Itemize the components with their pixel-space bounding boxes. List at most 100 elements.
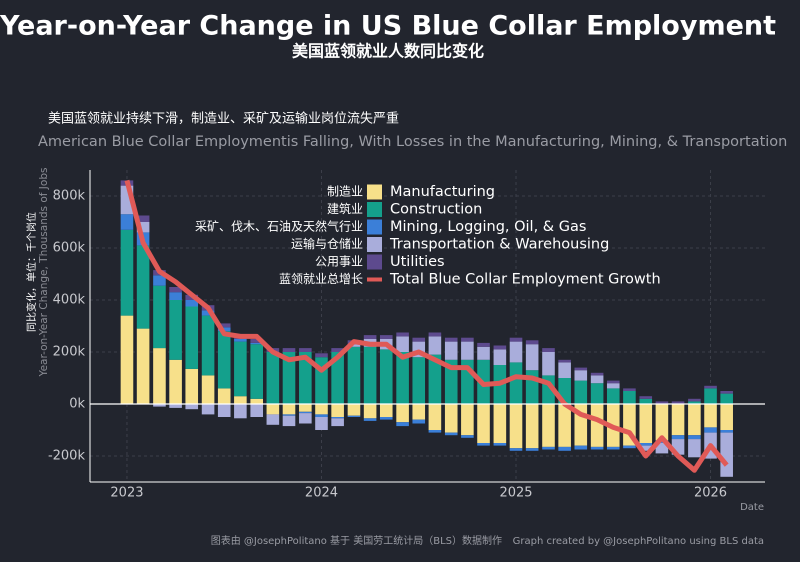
bar-segment [477, 404, 490, 443]
bar-segment [315, 417, 328, 430]
bar-segment [347, 346, 361, 404]
bar-segment [590, 375, 604, 384]
x-tick-label: 2024 [305, 486, 338, 501]
legend-label: Manufacturing [390, 184, 495, 200]
bar-segment [704, 427, 717, 433]
bar-segment [704, 404, 717, 428]
bar-segment [444, 337, 458, 342]
bar-segment [412, 337, 426, 342]
bar-segment [185, 368, 199, 404]
bar-segment [704, 388, 717, 404]
y-tick-label: -200k [48, 449, 86, 464]
legend-label-zh: 公用事业 [315, 255, 363, 269]
bar-segment [347, 415, 361, 417]
bar-segment [331, 404, 344, 417]
bar-segment [444, 359, 458, 404]
bar-segment [542, 446, 555, 450]
bar-segment [720, 393, 733, 404]
bar-segment [688, 401, 701, 404]
description: American Blue Collar Employmentis Fallin… [38, 134, 787, 150]
bar-segment [623, 445, 636, 449]
bar-segment [623, 388, 636, 391]
bar-segment [136, 328, 150, 404]
line [124, 179, 729, 473]
bar-segment [606, 446, 620, 450]
bar-segment [688, 435, 701, 440]
bar-segment [655, 443, 669, 454]
bar-segment [509, 362, 523, 404]
bar-segment [120, 214, 134, 230]
bar-segment [331, 348, 344, 352]
bar-segment [558, 362, 571, 378]
bar-segment [542, 348, 555, 352]
bar-segment [201, 315, 215, 376]
bar-segment [412, 419, 426, 424]
bar-segment [282, 415, 296, 427]
bar-segment [428, 332, 442, 337]
bar-segment [234, 341, 247, 397]
bar-segment [363, 404, 377, 419]
bar-segment [477, 443, 490, 446]
bar-segment [671, 435, 685, 440]
bar-segment [428, 430, 442, 433]
bar-segment [217, 404, 231, 417]
bar-segment [639, 445, 653, 451]
description-zh: 美国蓝领就业持续下滑，制造业、采矿及运输业岗位流失严重 [48, 111, 399, 127]
bar-segment [379, 335, 393, 339]
legend-label-zh: 运输与仓储业 [291, 236, 363, 251]
bar-segment [639, 398, 653, 404]
bar-segment [136, 245, 150, 329]
bar-segment [396, 352, 409, 404]
bar-segment [234, 404, 247, 419]
bar-segment [217, 331, 231, 389]
bar-segment [461, 404, 474, 436]
bar-segment [250, 342, 264, 345]
bar-segment [444, 404, 458, 433]
bar-segment [379, 349, 393, 404]
bar-segment [655, 404, 669, 441]
bar-segment [444, 432, 458, 436]
bar-segment [655, 440, 669, 443]
bar-segment [250, 339, 264, 343]
bar-segment [461, 435, 474, 438]
y-tick-label: 0k [69, 397, 85, 412]
legend-label-zh: 蓝领就业总增长 [279, 272, 363, 286]
bar-segment [120, 315, 134, 404]
y-axis-label: Year-on-Year Change, Thousands of Jobs [38, 168, 50, 378]
bar-segment [655, 401, 669, 404]
bar-segment [606, 380, 620, 384]
bar-segment [590, 446, 604, 450]
bar-segment [396, 422, 409, 427]
bar-segment [509, 337, 523, 342]
bar-segment [623, 391, 636, 404]
bar-segment [412, 357, 426, 404]
legend-swatch [367, 219, 382, 235]
bar-segment [201, 310, 215, 316]
bar-segment [525, 404, 539, 449]
bar-segment [542, 352, 555, 376]
bar-segment [461, 337, 474, 342]
bar-segment [493, 443, 507, 446]
bar-segment [250, 398, 264, 404]
bar-segment [396, 332, 409, 337]
bar-segment [671, 401, 685, 404]
bar-segment [266, 404, 280, 415]
bar-segment [299, 411, 312, 414]
legend-label: Construction [390, 202, 482, 218]
bar-segment [169, 404, 182, 408]
bar-segment [299, 348, 312, 352]
bar-segment [169, 292, 182, 300]
bar-segment [201, 404, 215, 415]
y-tick-label: 400k [53, 293, 86, 308]
bar-segment [250, 404, 264, 417]
bar-segment [282, 352, 296, 404]
bar-segment [590, 372, 604, 376]
bar-segment [671, 404, 685, 436]
bar-segment [590, 383, 604, 404]
bar-segment [525, 448, 539, 451]
bar-segment [266, 414, 280, 425]
bar-segment [120, 229, 134, 316]
bar-segment [153, 275, 166, 286]
bar-segment [315, 414, 328, 417]
